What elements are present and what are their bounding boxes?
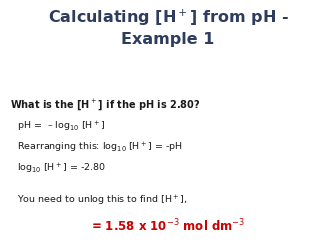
Text: = 1.58 x 10$^{-3}$ mol dm$^{-3}$: = 1.58 x 10$^{-3}$ mol dm$^{-3}$ [91, 218, 245, 234]
Text: What is the [H$^+$] if the pH is 2.80?: What is the [H$^+$] if the pH is 2.80? [10, 97, 201, 112]
Text: pH =  – log$_{10}$ [H$^+$]: pH = – log$_{10}$ [H$^+$] [17, 120, 105, 134]
Text: You need to unlog this to find [H$^+$],: You need to unlog this to find [H$^+$], [17, 194, 187, 208]
Text: Rearranging this: log$_{10}$ [H$^+$] = -pH: Rearranging this: log$_{10}$ [H$^+$] = -… [17, 141, 183, 155]
Text: Calculating [H$^+$] from pH -
Example 1: Calculating [H$^+$] from pH - Example 1 [47, 8, 289, 47]
Text: log$_{10}$ [H$^+$] = -2.80: log$_{10}$ [H$^+$] = -2.80 [17, 162, 106, 176]
